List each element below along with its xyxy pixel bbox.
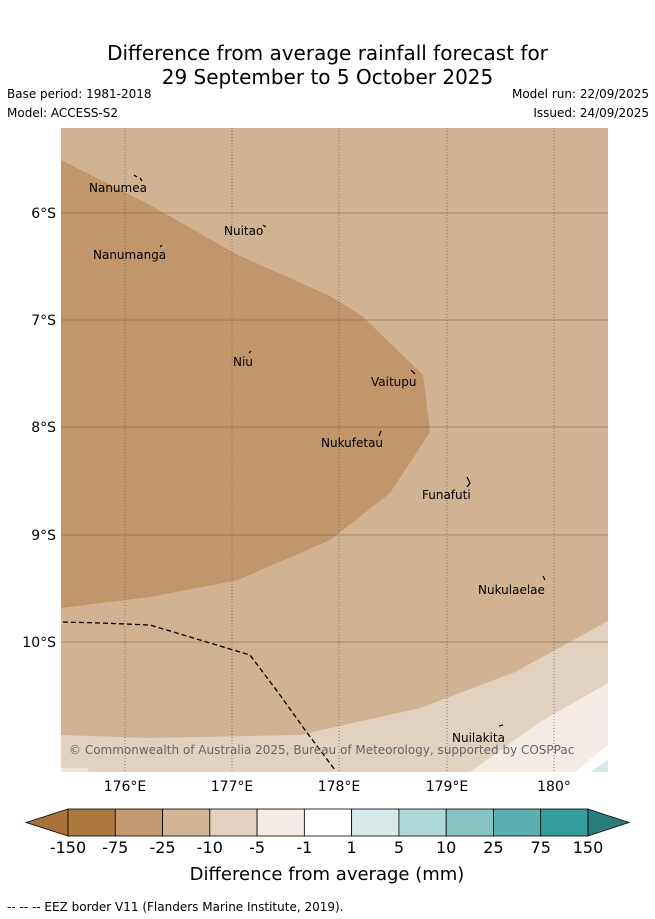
colorbar-tick-label: -10 [197,838,223,857]
map-field: Nanumea Nuitao Nanumanga Niu Vaitupu Nuk… [61,128,608,772]
zone-1-to-5 [590,760,608,772]
colorbar-segment [303,808,353,837]
place-label-nuilakita: Nuilakita [452,731,505,745]
y-tick-label: 10°S [22,635,56,651]
place-label-nanumanga: Nanumanga [93,248,166,262]
colorbar-tick-label: -150 [50,838,86,857]
x-tick-label: 180° [537,779,571,795]
colorbar-segment [256,808,305,837]
place-label-vaitupu: Vaitupu [371,375,417,389]
latitude-tick-labels: 6°S 7°S 8°S 9°S 10°S [22,206,56,651]
colorbar-segment [209,808,258,837]
place-label-nuitao: Nuitao [224,224,263,238]
place-label-niu: Niu [233,355,253,369]
copyright-notice: © Commonwealth of Australia 2025, Bureau… [69,743,574,757]
colorbar-tick-label: 75 [531,838,551,857]
colorbar-tick-label: -1 [296,838,312,857]
colorbar-tick-label: 10 [436,838,456,857]
model-run: Model run: 22/09/2025 [511,87,649,101]
colorbar-segment [493,808,542,837]
colorbar-extend-left [24,808,69,837]
latitude-gridlines [61,212,608,643]
y-tick-label: 8°S [31,420,56,436]
footnote-eez: -- -- -- EEZ border V11 (Flanders Marine… [7,900,344,914]
colorbar-segment [114,808,163,837]
model-name: Model: ACCESS-S2 [7,106,119,120]
zone-minus25-to-minus10 [61,160,430,608]
zone-minus1-to-1 [470,683,608,772]
longitude-tick-labels: 176°E 177°E 178°E 179°E 180° [104,779,571,795]
colorbar-extend-right [587,808,631,837]
place-label-nukufetau: Nukufetau [321,436,383,450]
island-shapes [133,174,546,727]
colorbar-tick-label: 5 [394,838,404,857]
colorbar-segment [351,808,400,837]
x-tick-label: 178°E [318,779,361,795]
colorbar-tick-label: 150 [573,838,604,857]
colorbar-label: Difference from average (mm) [190,864,465,885]
colorbar-segment [445,808,494,837]
y-tick-label: 6°S [31,206,56,222]
y-tick-label: 9°S [31,528,56,544]
issued-date: Issued: 24/09/2025 [533,106,649,120]
x-tick-label: 177°E [211,779,254,795]
y-tick-label: 7°S [31,313,56,329]
colorbar-segment [540,808,589,837]
colorbar-segment [398,808,447,837]
title-line-2: 29 September to 5 October 2025 [161,65,494,89]
zone-minus5-to-minus1 [61,621,608,772]
place-label-nanumea: Nanumea [89,181,147,195]
zone-neutral [575,745,608,772]
longitude-gridlines [124,128,555,772]
zone-edge-strip [61,768,88,772]
colorbar-tick-label: -75 [102,838,128,857]
place-label-nukulaelae: Nukulaelae [478,583,545,597]
colorbar-segment [67,808,116,837]
base-period: Base period: 1981-2018 [7,87,152,101]
colorbar-tick-label: -5 [249,838,265,857]
colorbar-tick-label: -25 [149,838,175,857]
title-line-1: Difference from average rainfall forecas… [107,41,548,65]
colorbar-tick-label: 1 [347,838,357,857]
colorbar-tick-label: 25 [483,838,503,857]
colorbar-segment [162,808,211,837]
rainfall-map: Nanumea Nuitao Nanumanga Niu Vaitupu Nuk… [22,128,631,885]
place-label-funafuti: Funafuti [422,488,471,502]
x-tick-label: 179°E [426,779,469,795]
x-tick-label: 176°E [104,779,147,795]
colorbar: -150 -75 -25 -10 -5 -1 1 5 10 25 75 150 [24,808,631,857]
